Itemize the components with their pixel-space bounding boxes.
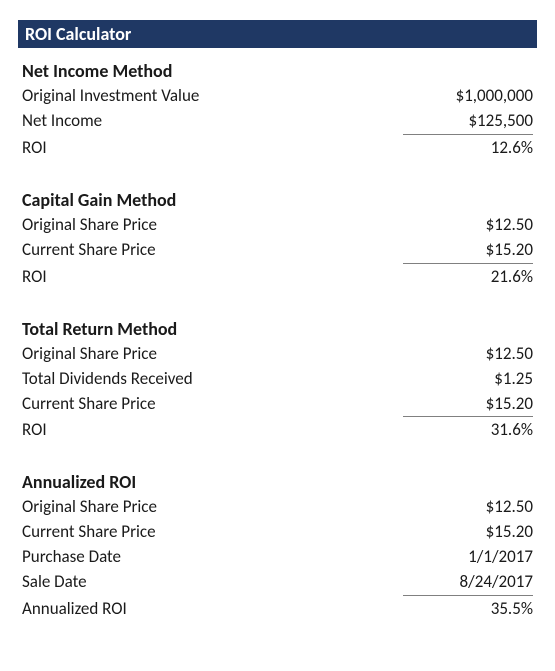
row-roi-capital-gain: ROI 21.6% [18, 265, 537, 290]
label-an-sale-date: Sale Date [22, 571, 403, 594]
value-roi-capital-gain: 21.6% [403, 266, 533, 289]
label-net-income: Net Income [22, 110, 403, 133]
row-cg-current-share: Current Share Price $15.20 [18, 238, 537, 265]
label-tr-current-share: Current Share Price [22, 393, 403, 416]
value-cg-original-share: $12.50 [403, 214, 533, 237]
label-an-original-share: Original Share Price [22, 496, 403, 519]
value-tr-current-share: $15.20 [403, 393, 533, 418]
label-roi-net-income: ROI [22, 137, 403, 160]
row-roi-total-return: ROI 31.6% [18, 418, 537, 443]
value-tr-dividends: $1.25 [403, 368, 533, 391]
row-tr-current-share: Current Share Price $15.20 [18, 392, 537, 419]
label-an-purchase-date: Purchase Date [22, 546, 403, 569]
label-roi-total-return: ROI [22, 419, 403, 442]
value-roi-annualized: 35.5% [403, 598, 533, 621]
value-an-purchase-date: 1/1/2017 [403, 546, 533, 569]
row-tr-original-share: Original Share Price $12.50 [18, 342, 537, 367]
row-an-sale-date: Sale Date 8/24/2017 [18, 570, 537, 597]
heading-annualized: Annualized ROI [18, 469, 537, 495]
label-roi-annualized: Annualized ROI [22, 598, 403, 621]
label-cg-original-share: Original Share Price [22, 214, 403, 237]
value-roi-net-income: 12.6% [403, 137, 533, 160]
value-an-sale-date: 8/24/2017 [403, 571, 533, 596]
label-cg-current-share: Current Share Price [22, 239, 403, 262]
value-cg-current-share: $15.20 [403, 239, 533, 264]
row-cg-original-share: Original Share Price $12.50 [18, 213, 537, 238]
heading-capital-gain: Capital Gain Method [18, 187, 537, 213]
heading-total-return: Total Return Method [18, 316, 537, 342]
label-roi-capital-gain: ROI [22, 266, 403, 289]
label-original-investment: Original Investment Value [22, 85, 403, 108]
label-tr-original-share: Original Share Price [22, 343, 403, 366]
label-an-current-share: Current Share Price [22, 521, 403, 544]
row-net-income: Net Income $125,500 [18, 109, 537, 136]
row-original-investment: Original Investment Value $1,000,000 [18, 84, 537, 109]
row-an-purchase-date: Purchase Date 1/1/2017 [18, 545, 537, 570]
title-bar: ROI Calculator [18, 20, 537, 48]
row-an-original-share: Original Share Price $12.50 [18, 495, 537, 520]
value-original-investment: $1,000,000 [403, 85, 533, 108]
value-tr-original-share: $12.50 [403, 343, 533, 366]
value-net-income: $125,500 [403, 110, 533, 135]
row-roi-annualized: Annualized ROI 35.5% [18, 597, 537, 622]
label-tr-dividends: Total Dividends Received [22, 368, 403, 391]
value-an-original-share: $12.50 [403, 496, 533, 519]
row-tr-dividends: Total Dividends Received $1.25 [18, 367, 537, 392]
value-roi-total-return: 31.6% [403, 419, 533, 442]
value-an-current-share: $15.20 [403, 521, 533, 544]
row-roi-net-income: ROI 12.6% [18, 136, 537, 161]
row-an-current-share: Current Share Price $15.20 [18, 520, 537, 545]
heading-net-income: Net Income Method [18, 58, 537, 84]
